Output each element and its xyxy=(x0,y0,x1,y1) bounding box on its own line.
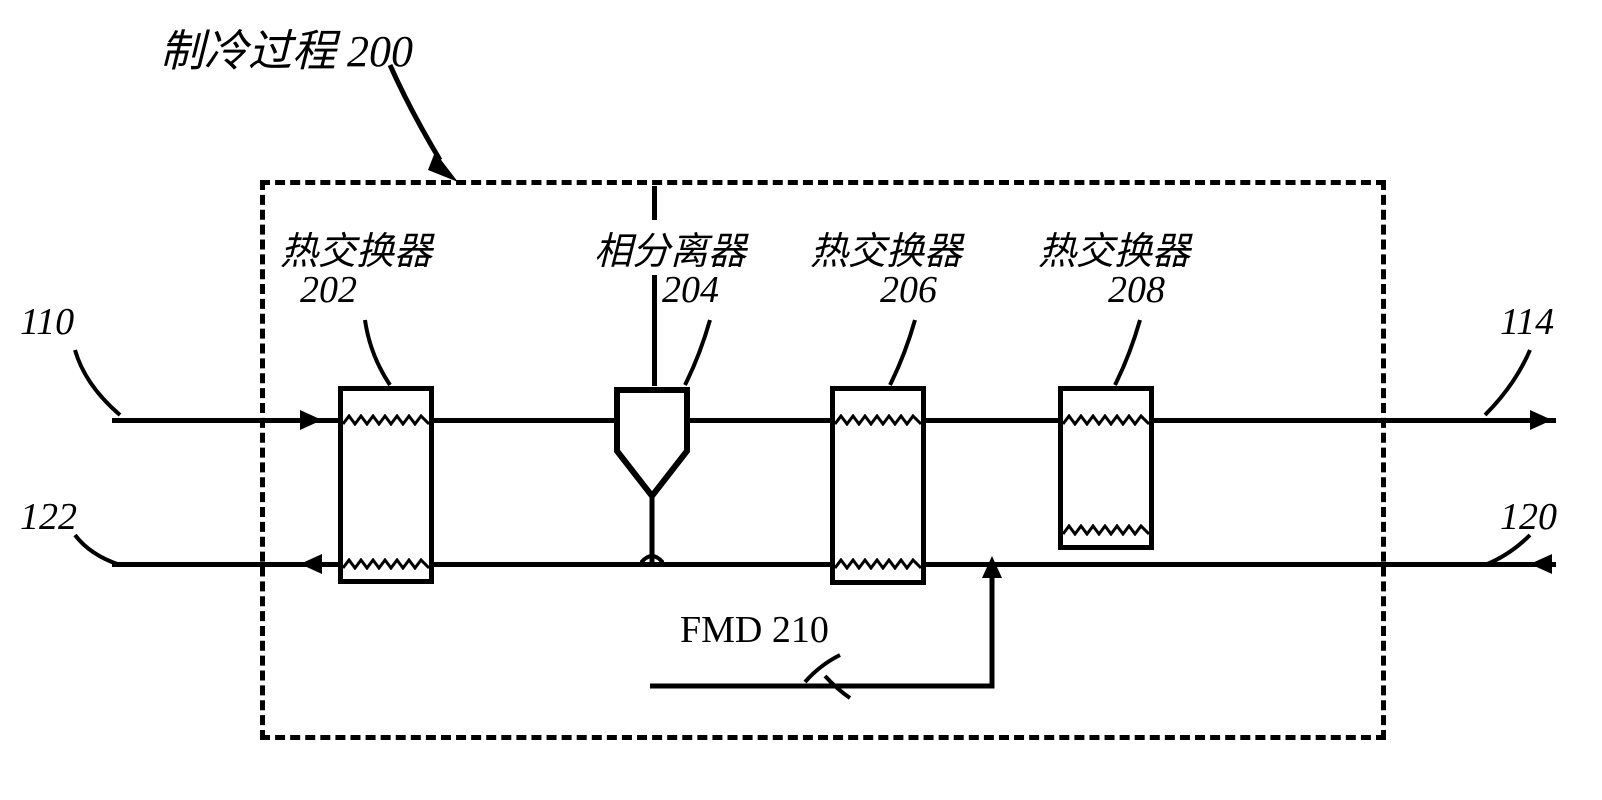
stream-114-label: 114 xyxy=(1500,300,1554,344)
separator-label-num: 204 xyxy=(662,268,719,312)
refrigeration-process-diagram: 制冷过程 200 xyxy=(0,0,1602,800)
bottom-flow-arrow-out xyxy=(300,554,322,574)
separator-label-line xyxy=(652,186,657,386)
hx3-zigzag-bottom xyxy=(1063,524,1149,536)
hx1-zigzag-top xyxy=(343,414,429,426)
hx2-label-cn: 热交换器 xyxy=(810,220,962,275)
separator-label-cn: 相分离器 xyxy=(590,220,750,275)
top-flow-arrow-in xyxy=(300,410,322,430)
hx2-label-num: 206 xyxy=(880,268,937,312)
stream-122-leader xyxy=(70,530,130,575)
hx1-label-num: 202 xyxy=(300,268,357,312)
stream-114-leader xyxy=(1480,345,1540,425)
stream-110-leader xyxy=(70,345,130,425)
hx3-zigzag-top xyxy=(1063,414,1149,426)
hx1-label-cn: 热交换器 xyxy=(280,220,432,275)
hx1-leader xyxy=(360,315,410,395)
hx3-label-num: 208 xyxy=(1108,268,1165,312)
title-leader-arrow xyxy=(380,60,500,200)
hx3-leader xyxy=(1110,315,1160,395)
stream-120-leader xyxy=(1480,530,1540,575)
separator-leader xyxy=(680,315,730,395)
diagram-title: 制冷过程 200 xyxy=(160,15,413,79)
fmd-label: FMD 210 xyxy=(680,608,829,652)
stream-110-label: 110 xyxy=(20,300,74,344)
hx1-zigzag-bottom xyxy=(343,558,429,570)
fmd-leader xyxy=(800,650,850,690)
stream-122-label: 122 xyxy=(20,495,77,539)
hx2-leader xyxy=(885,315,935,395)
hx3-label-cn: 热交换器 xyxy=(1038,220,1190,275)
